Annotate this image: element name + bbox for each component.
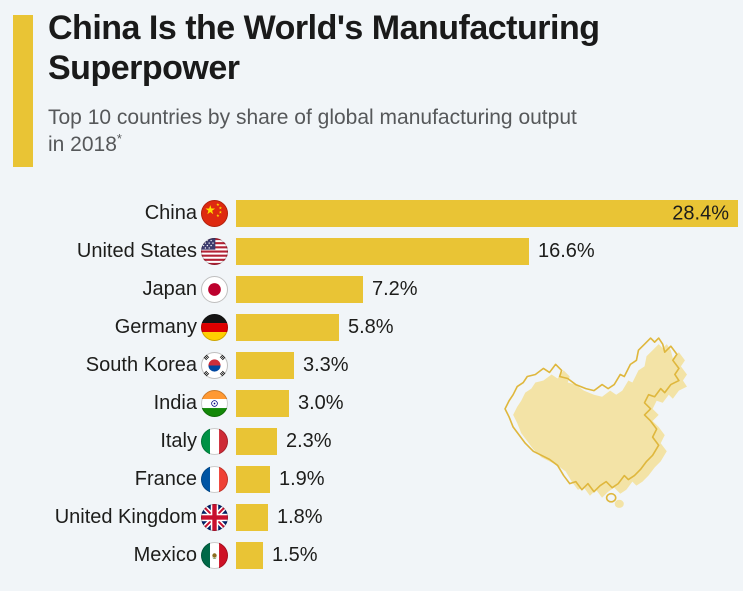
country-flag-icon (201, 200, 228, 227)
bar-row: France 1.9% (0, 466, 743, 493)
country-label: Japan (142, 278, 198, 300)
country-label: United Kingdom (54, 506, 197, 528)
title-accent-bar (13, 15, 33, 167)
country-label: China (144, 202, 197, 224)
country-flag-icon (201, 466, 228, 493)
country-flag-icon (201, 276, 228, 303)
value-label: 1.5% (272, 544, 318, 566)
value-label: 5.8% (348, 316, 394, 338)
country-flag-icon (201, 314, 228, 341)
country-flag-icon (201, 504, 228, 531)
bar (236, 352, 294, 379)
bar-row: South Korea 3.3% (0, 352, 743, 379)
value-label: 28.4% (672, 202, 729, 224)
country-label: India (153, 392, 197, 414)
chart-subtitle-text: Top 10 countries by share of global manu… (48, 106, 577, 156)
bar (236, 542, 263, 569)
header: China Is the World's Manufacturing Super… (48, 8, 698, 158)
bar-row: United States 16.6% (0, 238, 743, 265)
china-map-silhouette (504, 337, 687, 508)
chart-title: China Is the World's Manufacturing Super… (48, 9, 600, 87)
value-label: 16.6% (538, 240, 595, 262)
bar (236, 466, 270, 493)
country-label: Mexico (133, 544, 197, 566)
country-flag-icon (201, 390, 228, 417)
bar (236, 504, 268, 531)
country-label: Italy (160, 430, 197, 452)
country-label: United States (76, 240, 197, 262)
value-label: 3.0% (298, 392, 344, 414)
value-label: 3.3% (303, 354, 349, 376)
bar-row: Italy 2.3% (0, 428, 743, 455)
bar: 28.4% (236, 200, 738, 227)
value-label: 1.8% (277, 506, 323, 528)
bar-chart: China 28.4% United States 16.6% Japan (0, 200, 743, 569)
country-flag-icon (201, 542, 228, 569)
value-label: 7.2% (372, 278, 418, 300)
bar (236, 428, 277, 455)
bar (236, 276, 363, 303)
bar (236, 238, 529, 265)
country-label: France (134, 468, 197, 490)
bar (236, 390, 289, 417)
country-flag-icon (201, 428, 228, 455)
value-label: 1.9% (279, 468, 325, 490)
bar-row: Japan 7.2% (0, 276, 743, 303)
country-flag-icon (201, 352, 228, 379)
country-label: South Korea (85, 354, 197, 376)
bar-row: United Kingdom 1.8% (0, 504, 743, 531)
bar-row: Mexico 1.5% (0, 542, 743, 569)
bar-row: China 28.4% (0, 200, 743, 227)
country-label: Germany (114, 316, 197, 338)
bar-row: India 3.0% (0, 390, 743, 417)
value-label: 2.3% (286, 430, 332, 452)
bar-row: Germany 5.8% (0, 314, 743, 341)
bar (236, 314, 339, 341)
chart-subtitle: Top 10 countries by share of global manu… (48, 104, 588, 158)
country-flag-icon (201, 238, 228, 265)
footnote-marker: * (116, 131, 122, 146)
